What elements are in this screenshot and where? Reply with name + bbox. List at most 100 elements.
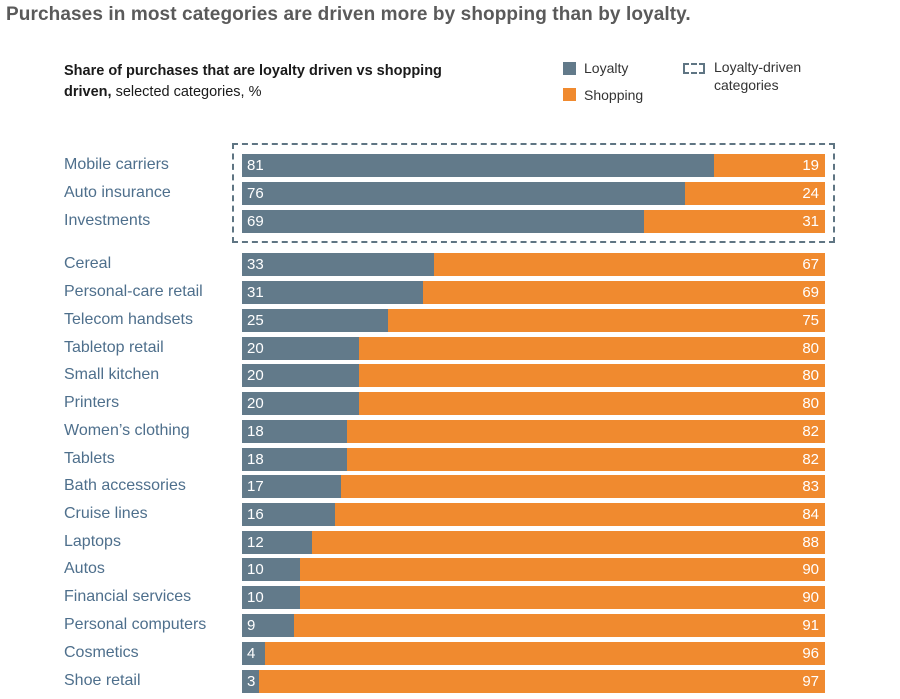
value-label-loyalty: 10 xyxy=(247,561,264,578)
bar-loyalty xyxy=(242,503,336,526)
bar-loyalty xyxy=(242,642,266,665)
legend-swatch-loyalty-driven xyxy=(683,63,705,74)
bar-loyalty xyxy=(242,281,423,304)
category-label: Cruise lines xyxy=(64,505,148,522)
bar-shopping xyxy=(685,182,825,205)
bar-loyalty xyxy=(242,309,388,332)
chart-headline: Purchases in most categories are driven … xyxy=(6,4,691,25)
category-label: Tabletop retail xyxy=(64,339,164,356)
value-label-shopping: 80 xyxy=(802,340,819,357)
legend-label-loyalty-driven-1: Loyalty-driven xyxy=(714,59,802,75)
value-label-loyalty: 17 xyxy=(247,478,264,495)
value-label-loyalty: 9 xyxy=(247,617,256,634)
bar-shopping xyxy=(358,337,825,360)
category-label: Printers xyxy=(64,394,120,411)
bar-shopping xyxy=(346,448,825,471)
bar-loyalty xyxy=(242,392,359,415)
value-label-shopping: 97 xyxy=(802,673,819,690)
bar-loyalty xyxy=(242,614,295,637)
bar-shopping xyxy=(300,586,825,609)
value-label-loyalty: 31 xyxy=(247,284,264,301)
legend-label-shopping: Shopping xyxy=(584,87,644,103)
bar-loyalty xyxy=(242,558,301,581)
bar-shopping xyxy=(422,281,825,304)
value-label-loyalty: 18 xyxy=(247,423,264,440)
value-label-shopping: 19 xyxy=(802,157,819,174)
value-label-loyalty: 10 xyxy=(247,589,264,606)
bar-shopping xyxy=(294,614,825,637)
bar-loyalty xyxy=(242,364,359,387)
legend-swatch-loyalty xyxy=(563,62,576,75)
value-label-shopping: 84 xyxy=(802,506,819,523)
value-label-shopping: 24 xyxy=(802,185,819,202)
value-label-loyalty: 12 xyxy=(247,534,264,551)
value-label-loyalty: 20 xyxy=(247,367,264,384)
value-label-shopping: 82 xyxy=(802,451,819,468)
bar-loyalty xyxy=(242,337,359,360)
category-label: Financial services xyxy=(64,588,192,605)
value-label-loyalty: 4 xyxy=(247,645,256,662)
subtitle-bold: Share of purchases that are loyalty driv… xyxy=(64,63,442,100)
bar-loyalty xyxy=(242,448,347,471)
subtitle-normal: selected categories, % xyxy=(111,84,262,100)
bar-loyalty xyxy=(242,531,312,554)
category-label: Tablets xyxy=(64,450,115,467)
bar-shopping xyxy=(644,210,825,233)
legend-label-loyalty: Loyalty xyxy=(584,60,629,76)
bar-loyalty xyxy=(242,154,715,177)
bar-shopping xyxy=(358,392,825,415)
bar-shopping xyxy=(265,642,825,665)
value-label-loyalty: 76 xyxy=(247,185,264,202)
bar-shopping xyxy=(335,503,825,526)
value-label-shopping: 90 xyxy=(802,589,819,606)
category-label: Investments xyxy=(64,212,151,229)
value-label-shopping: 90 xyxy=(802,561,819,578)
value-label-loyalty: 20 xyxy=(247,340,264,357)
bar-loyalty xyxy=(242,586,301,609)
category-label: Women’s clothing xyxy=(64,422,190,439)
category-label: Laptops xyxy=(64,533,121,550)
value-label-shopping: 82 xyxy=(802,423,819,440)
bar-loyalty xyxy=(242,420,347,443)
bar-loyalty xyxy=(242,475,342,498)
value-label-shopping: 91 xyxy=(802,617,819,634)
category-label: Personal-care retail xyxy=(64,283,203,300)
value-label-loyalty: 25 xyxy=(247,312,264,329)
value-label-loyalty: 18 xyxy=(247,451,264,468)
category-label: Personal computers xyxy=(64,616,207,633)
bar-shopping xyxy=(346,420,825,443)
bar-shopping xyxy=(358,364,825,387)
bar-shopping xyxy=(387,309,825,332)
bar-shopping xyxy=(259,670,825,693)
category-label: Mobile carriers xyxy=(64,156,169,173)
bar-loyalty xyxy=(242,210,645,233)
bar-shopping xyxy=(300,558,825,581)
bar-shopping xyxy=(714,154,825,177)
bar-loyalty xyxy=(242,670,260,693)
value-label-loyalty: 16 xyxy=(247,506,264,523)
value-label-shopping: 67 xyxy=(802,256,819,273)
bar-loyalty xyxy=(242,253,435,276)
value-label-shopping: 80 xyxy=(802,367,819,384)
value-label-shopping: 69 xyxy=(802,284,819,301)
loyalty-driven-highlight-box xyxy=(232,143,835,243)
category-label: Autos xyxy=(64,560,105,577)
category-label: Cosmetics xyxy=(64,644,139,661)
category-label: Cereal xyxy=(64,255,112,272)
value-label-loyalty: 69 xyxy=(247,213,264,230)
category-label: Shoe retail xyxy=(64,672,141,689)
legend-label-loyalty-driven-2: categories xyxy=(714,77,779,93)
legend-swatch-shopping xyxy=(563,88,576,101)
chart-subtitle: Share of purchases that are loyalty driv… xyxy=(64,61,484,103)
category-label: Bath accessories xyxy=(64,477,186,494)
value-label-loyalty: 81 xyxy=(247,157,264,174)
category-label: Telecom handsets xyxy=(64,311,193,328)
bar-shopping xyxy=(341,475,825,498)
value-label-shopping: 96 xyxy=(802,645,819,662)
value-label-loyalty: 33 xyxy=(247,256,264,273)
bar-shopping xyxy=(311,531,825,554)
value-label-shopping: 31 xyxy=(802,213,819,230)
category-label: Auto insurance xyxy=(64,184,171,201)
value-label-shopping: 80 xyxy=(802,395,819,412)
bar-shopping xyxy=(434,253,825,276)
